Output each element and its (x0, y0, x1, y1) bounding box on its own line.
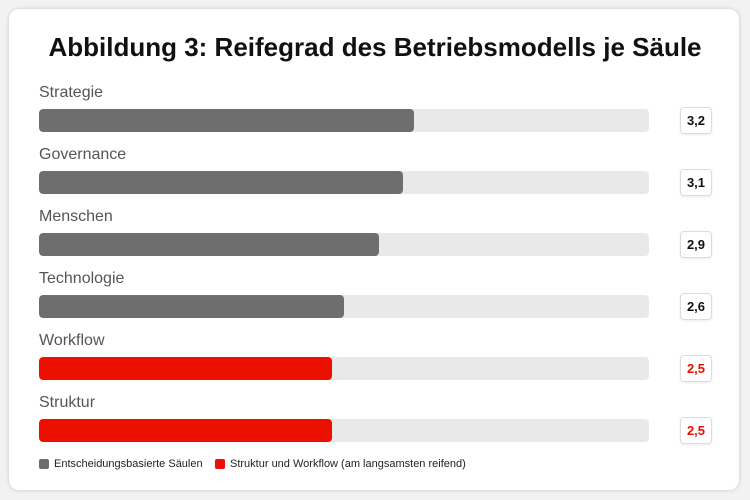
bar-governance (39, 171, 403, 194)
bar-track-struktur (39, 419, 649, 442)
value-label-menschen: 2,9 (680, 231, 712, 258)
bar-track-workflow (39, 357, 649, 380)
bar-track-menschen (39, 233, 649, 256)
bar-track-strategie (39, 109, 649, 132)
value-label-technologie: 2,6 (680, 293, 712, 320)
bar-workflow (39, 357, 333, 380)
bar-struktur (39, 419, 333, 442)
legend-swatch-slow (215, 459, 225, 469)
value-label-strategie: 3,2 (680, 107, 712, 134)
bar-technologie (39, 295, 344, 318)
category-label-technologie: Technologie (39, 270, 125, 287)
chart-title: Abbildung 3: Reifegrad des Betriebsmodel… (48, 32, 702, 62)
legend-item-slow: Struktur und Workflow (am langsamsten re… (215, 458, 466, 470)
category-label-workflow: Workflow (39, 332, 105, 349)
value-label-workflow: 2,5 (680, 355, 712, 382)
bar-track-technologie (39, 295, 649, 318)
bar-track-governance (39, 171, 649, 194)
legend-swatch-decision (39, 459, 49, 469)
value-label-struktur: 2,5 (680, 417, 712, 444)
category-label-menschen: Menschen (39, 208, 113, 225)
bar-menschen (39, 233, 380, 256)
category-label-strategie: Strategie (39, 84, 104, 101)
bar-strategie (39, 109, 415, 132)
legend-item-decision: Entscheidungsbasierte Säulen (39, 458, 203, 470)
category-label-governance: Governance (39, 146, 127, 163)
category-label-struktur: Struktur (39, 394, 96, 411)
legend-label-slow: Struktur und Workflow (am langsamsten re… (230, 458, 466, 470)
value-label-governance: 3,1 (680, 169, 712, 196)
legend-label-decision: Entscheidungsbasierte Säulen (54, 458, 203, 470)
